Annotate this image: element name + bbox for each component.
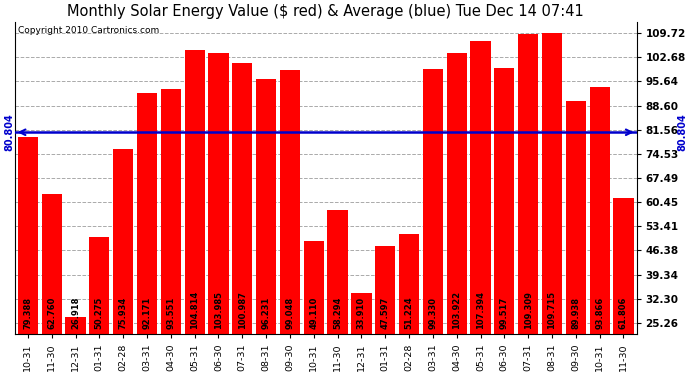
Bar: [161, 88, 181, 375]
Text: 103.922: 103.922: [452, 291, 461, 329]
Bar: [351, 293, 371, 375]
Text: 100.987: 100.987: [238, 291, 247, 329]
Text: 93.551: 93.551: [166, 297, 175, 329]
Bar: [66, 317, 86, 375]
Text: 93.866: 93.866: [595, 297, 604, 329]
Text: 80.804: 80.804: [677, 113, 687, 151]
Text: 79.388: 79.388: [23, 297, 32, 329]
Bar: [18, 137, 38, 375]
Bar: [494, 68, 515, 375]
Text: 26.918: 26.918: [71, 297, 80, 329]
Text: 80.804: 80.804: [4, 113, 14, 151]
Text: 62.760: 62.760: [47, 297, 56, 329]
Bar: [375, 246, 395, 375]
Text: 51.224: 51.224: [404, 296, 413, 329]
Title: Monthly Solar Energy Value ($ red) & Average (blue) Tue Dec 14 07:41: Monthly Solar Energy Value ($ red) & Ave…: [68, 4, 584, 19]
Bar: [304, 241, 324, 375]
Bar: [184, 50, 205, 375]
Bar: [589, 87, 610, 375]
Text: 50.275: 50.275: [95, 297, 104, 329]
Bar: [566, 101, 586, 375]
Text: 96.231: 96.231: [262, 297, 270, 329]
Bar: [446, 53, 467, 375]
Bar: [89, 237, 110, 375]
Text: 107.394: 107.394: [476, 291, 485, 329]
Text: 99.330: 99.330: [428, 297, 437, 329]
Text: 103.985: 103.985: [214, 291, 223, 329]
Text: 47.597: 47.597: [381, 297, 390, 329]
Bar: [208, 53, 228, 375]
Bar: [542, 33, 562, 375]
Text: Copyright 2010 Cartronics.com: Copyright 2010 Cartronics.com: [18, 26, 159, 35]
Text: 33.910: 33.910: [357, 297, 366, 329]
Bar: [471, 41, 491, 375]
Text: 58.294: 58.294: [333, 297, 342, 329]
Text: 99.517: 99.517: [500, 297, 509, 329]
Text: 75.934: 75.934: [119, 297, 128, 329]
Bar: [113, 149, 133, 375]
Bar: [613, 198, 633, 375]
Text: 99.048: 99.048: [286, 297, 295, 329]
Text: 61.806: 61.806: [619, 297, 628, 329]
Bar: [280, 70, 300, 375]
Text: 92.171: 92.171: [143, 297, 152, 329]
Bar: [328, 210, 348, 375]
Bar: [232, 63, 253, 375]
Text: 104.814: 104.814: [190, 291, 199, 329]
Bar: [256, 79, 276, 375]
Bar: [41, 194, 62, 375]
Bar: [423, 69, 443, 375]
Bar: [518, 34, 538, 375]
Bar: [399, 234, 419, 375]
Bar: [137, 93, 157, 375]
Text: 109.715: 109.715: [547, 291, 556, 329]
Text: 89.938: 89.938: [571, 297, 580, 329]
Text: 49.110: 49.110: [309, 297, 318, 329]
Text: 109.309: 109.309: [524, 291, 533, 329]
